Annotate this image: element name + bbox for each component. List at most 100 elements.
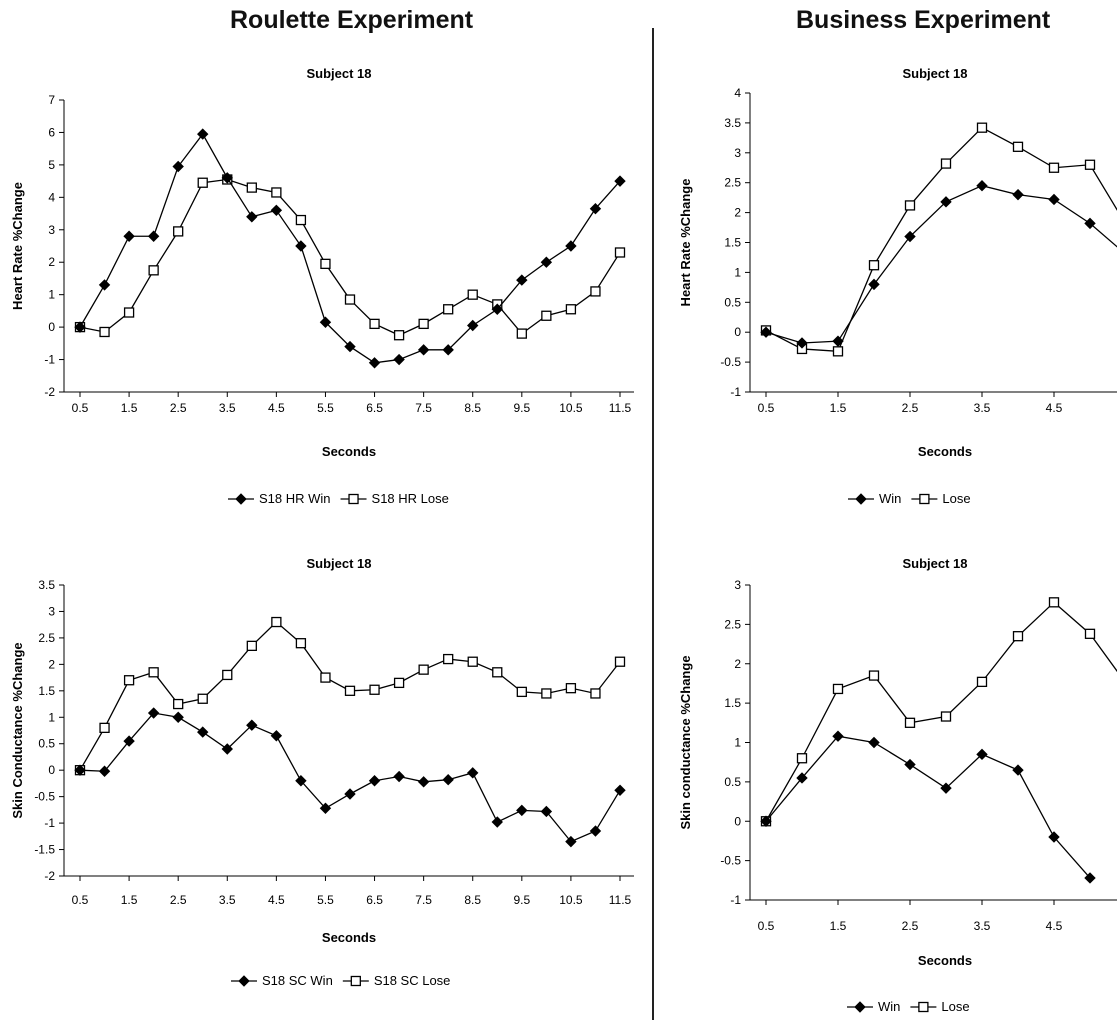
data-point-diamond (393, 353, 405, 366)
data-point-diamond (295, 775, 307, 787)
data-point-diamond (246, 719, 258, 731)
series-line-win (765, 185, 1117, 344)
legend-label: S18 HR Lose (372, 491, 449, 506)
x-tick-label: 9.5 (513, 893, 530, 907)
data-point-square (271, 616, 282, 628)
x-tick-label: 2.5 (902, 401, 919, 415)
legend-label: Win (878, 999, 900, 1014)
data-point-square (320, 258, 331, 269)
data-point-diamond (270, 204, 283, 217)
plot-area (760, 597, 1117, 884)
x-tick-label: 11.5 (609, 893, 632, 907)
series-line-s18-sc-win (79, 712, 621, 843)
data-point-diamond (976, 179, 988, 192)
data-point-diamond (98, 765, 111, 777)
data-point-square (1012, 141, 1024, 152)
x-tick-label: 2.5 (170, 401, 187, 415)
chart-3: Subject 18 -1 -0.5 0 0.5 1 1.5 2 2.5 3 3.5 4 0.5 1.5 2… (678, 66, 1117, 506)
y-tick-label: -0.5 (34, 790, 55, 804)
legend-marker (350, 975, 361, 987)
data-point-square (418, 318, 429, 330)
y-tick-label: -0.5 (720, 854, 741, 868)
y-tick-label: 2.5 (724, 176, 741, 190)
y-tick-label: 2.5 (724, 617, 741, 631)
plot-area (74, 616, 626, 848)
series-line-win (765, 735, 1091, 879)
y-tick-label: 2 (48, 255, 55, 269)
x-tick-label: 7.5 (415, 401, 432, 415)
y-tick-label: 4 (48, 190, 55, 204)
data-point-diamond (904, 230, 916, 243)
legend-marker (919, 493, 930, 505)
y-axis-label: Heart Rate %Change (10, 182, 25, 310)
chart-2: Subject 18-2-1.5-1-0.500.511.522.533.50.… (10, 556, 634, 988)
y-tick-label: 2 (48, 657, 55, 671)
y-tick-label: -1 (44, 353, 55, 367)
data-point-diamond (467, 319, 479, 332)
data-point-square (393, 677, 405, 689)
data-point-square (940, 158, 952, 169)
x-tick-label: 6.5 (366, 893, 383, 907)
data-point-diamond (246, 211, 258, 223)
data-point-diamond (614, 175, 626, 187)
data-point-square (614, 247, 626, 258)
data-point-square (565, 304, 577, 315)
data-point-square (173, 226, 184, 237)
data-point-square (467, 656, 478, 667)
data-point-diamond (147, 230, 160, 242)
chart-legend: S18 SC Win S18 SC Lose (231, 973, 450, 988)
chart-1: Subject 18 -2 -1 0 1 2 3 4 5 6 7 0.5 1.5 2.5 3.5 4.5 5.5… (10, 66, 634, 506)
x-tick-label: 0.5 (72, 893, 89, 907)
y-tick-label: 3.5 (38, 578, 55, 592)
chart-legend: S18 HR Win S18 HR Lose (228, 491, 449, 506)
data-point-square (1048, 162, 1060, 173)
data-point-diamond (904, 758, 916, 771)
x-tick-label: 2.5 (170, 893, 187, 907)
series-line-s18-hr-win (79, 132, 621, 364)
y-tick-label: 7 (48, 93, 55, 107)
y-tick-label: -0.5 (720, 355, 741, 369)
data-point-diamond (417, 344, 430, 356)
data-point-diamond (344, 340, 356, 353)
y-axis-label: Skin conductance %Change (678, 655, 693, 829)
y-tick-label: 1 (734, 736, 741, 750)
data-point-square (516, 328, 527, 339)
chart-title: Subject 18 (902, 556, 967, 571)
x-tick-label: 0.5 (72, 401, 89, 415)
data-point-diamond (491, 303, 503, 315)
data-point-diamond (589, 825, 602, 837)
data-point-square (344, 685, 356, 696)
y-tick-label: -1.5 (34, 843, 55, 857)
data-point-square (99, 326, 110, 338)
series-line-s18-sc-lose (79, 621, 621, 771)
plot-area (760, 122, 1117, 357)
data-point-square (369, 684, 380, 695)
data-point-diamond (832, 335, 844, 347)
legend-marker (235, 493, 247, 505)
x-axis-label: Seconds (322, 930, 376, 945)
data-point-diamond (221, 172, 233, 184)
data-point-diamond (868, 278, 880, 291)
legend-label: Win (879, 491, 901, 506)
x-tick-label: 1.5 (121, 401, 138, 415)
x-tick-label: 4.5 (1046, 919, 1063, 933)
data-point-square (940, 711, 952, 722)
data-point-diamond (1084, 872, 1096, 884)
data-point-diamond (1012, 764, 1024, 776)
data-point-diamond (540, 256, 553, 268)
x-tick-label: 3.5 (974, 919, 991, 933)
x-tick-label: 1.5 (830, 919, 847, 933)
y-tick-label: 0.5 (38, 737, 55, 751)
y-tick-label: 0 (734, 325, 741, 339)
data-point-square (369, 318, 380, 330)
y-tick-label: 1.5 (724, 696, 741, 710)
data-point-diamond (467, 767, 479, 779)
y-tick-label: 3.5 (724, 116, 741, 130)
data-point-square (197, 693, 208, 704)
data-point-diamond (442, 344, 454, 356)
data-point-diamond (123, 735, 135, 747)
data-point-diamond (172, 160, 184, 173)
data-point-square (123, 307, 135, 318)
data-point-diamond (368, 775, 381, 787)
data-point-diamond (976, 748, 988, 761)
